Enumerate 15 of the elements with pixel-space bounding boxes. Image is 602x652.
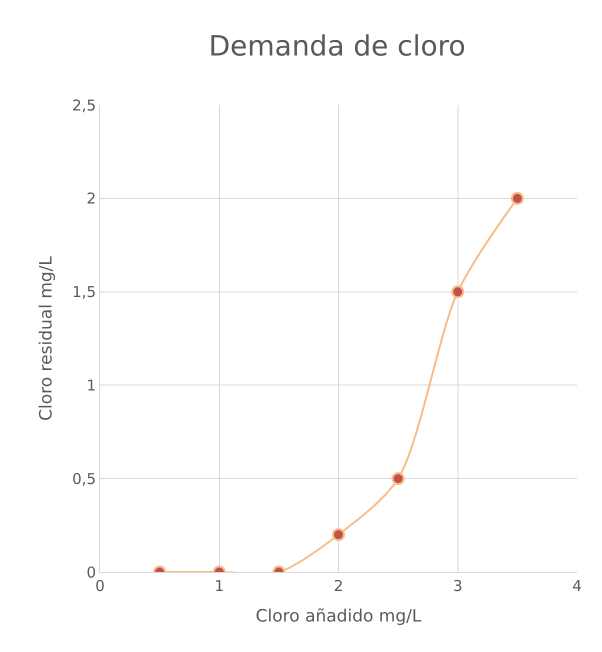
point	[451, 285, 464, 298]
y-tick-label: 0,5	[72, 470, 96, 488]
y-tick-label: 0	[86, 563, 96, 582]
x-tick-label: 2	[334, 577, 344, 595]
chart-title: Demanda de cloro	[208, 29, 466, 62]
y-tick-label: 2	[86, 190, 96, 208]
y-tick-label: 1,5	[72, 283, 96, 302]
x-tick-label: 3	[452, 577, 463, 595]
x-tick-label: 1	[214, 577, 224, 595]
point	[510, 192, 524, 205]
y-tick-label: 1	[86, 376, 96, 394]
x-axis-title: Cloro añadido mg/L	[256, 606, 422, 626]
y-axis-title: Cloro residual mg/L	[36, 256, 57, 421]
x-tick-label: 4	[572, 577, 582, 595]
y-tick-label: 2,5	[72, 96, 96, 114]
